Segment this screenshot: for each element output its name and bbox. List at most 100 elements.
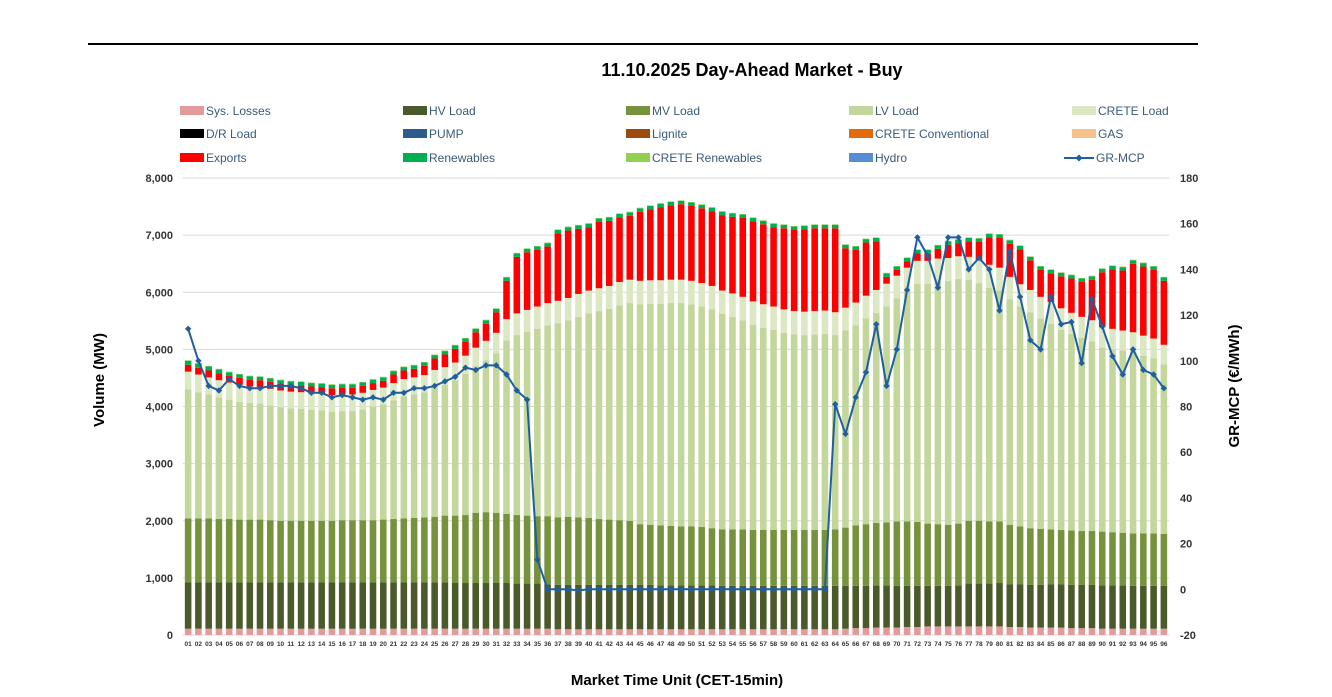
bar-segment: [390, 400, 397, 520]
bar-segment: [718, 585, 726, 630]
bar-stack: [688, 201, 695, 635]
bar-segment: [441, 582, 449, 629]
mcp-marker: [914, 234, 921, 241]
x-tick-label: 49: [678, 641, 686, 648]
bar-segment: [236, 377, 243, 385]
bar-stack: [400, 366, 408, 635]
bar-segment: [667, 201, 675, 206]
bar-segment: [328, 384, 336, 389]
bar-segment: [441, 384, 449, 516]
x-tick-label: 44: [626, 641, 634, 648]
bar-segment: [1047, 529, 1055, 585]
bar-segment: [338, 384, 346, 388]
bar-segment: [462, 628, 469, 635]
bar-segment: [523, 252, 531, 310]
bar-segment: [554, 233, 562, 301]
bar-segment: [667, 279, 675, 304]
bar-segment: [996, 234, 1003, 238]
bar-segment: [821, 333, 829, 530]
bar-segment: [688, 201, 695, 203]
mcp-marker: [308, 389, 315, 396]
bar-segment: [379, 582, 387, 629]
bar-segment: [400, 370, 408, 380]
bar-segment: [698, 283, 705, 307]
bar-segment: [246, 628, 254, 635]
bar-segment: [215, 369, 223, 374]
mcp-marker: [1109, 353, 1116, 360]
bar-segment: [564, 230, 572, 298]
bar-segment: [924, 260, 931, 284]
x-tick-label: 45: [636, 641, 644, 648]
bar-segment: [842, 244, 849, 249]
bar-segment: [215, 582, 223, 629]
bar-segment: [1047, 273, 1055, 302]
x-tick-label: 50: [688, 641, 696, 648]
bar-segment: [1057, 272, 1065, 277]
mcp-marker: [708, 586, 716, 593]
bar-segment: [965, 626, 972, 635]
bar-segment: [431, 354, 438, 356]
bar-segment: [872, 312, 880, 524]
bar-segment: [698, 204, 705, 205]
bar-segment: [287, 391, 295, 409]
bar-segment: [893, 275, 901, 299]
bar-segment: [441, 351, 449, 355]
bar-segment: [225, 399, 233, 520]
legend-item: GAS: [1072, 127, 1123, 141]
bar-segment: [914, 253, 921, 261]
bar-segment: [718, 215, 726, 291]
bar-stack: [195, 363, 202, 635]
bar-segment: [308, 382, 315, 384]
bar-stack: [616, 213, 623, 635]
bar-segment: [811, 311, 818, 335]
bar-segment: [462, 373, 469, 516]
bar-segment: [708, 285, 716, 310]
y-axis-title: Volume (MW): [91, 333, 108, 427]
bar-segment: [1140, 266, 1147, 336]
bar-segment: [205, 518, 212, 583]
x-tick-label: 83: [1027, 641, 1035, 648]
x-tick-label: 20: [380, 641, 388, 648]
bar-segment: [441, 515, 449, 583]
mcp-marker: [1150, 371, 1157, 378]
bar-segment: [985, 233, 993, 238]
bar-segment: [513, 628, 521, 635]
bar-segment: [647, 205, 654, 210]
bar-segment: [308, 520, 315, 583]
legend-swatch: [403, 129, 427, 138]
bar-stack: [893, 265, 901, 635]
mcp-marker: [215, 387, 223, 394]
bar-stack: [760, 220, 767, 635]
x-tick-label: 56: [749, 641, 757, 648]
bar-segment: [698, 204, 705, 209]
bar-segment: [410, 517, 418, 583]
bar-segment: [1098, 531, 1106, 586]
bar-stack: [914, 249, 921, 635]
bar-segment: [955, 279, 962, 524]
bar-segment: [1129, 259, 1137, 261]
bar-segment: [400, 367, 408, 371]
bar-segment: [842, 330, 849, 528]
mcp-marker: [462, 364, 469, 371]
bar-segment: [287, 628, 295, 635]
mcp-marker: [698, 586, 705, 593]
bar-segment: [554, 300, 562, 324]
x-tick-label: 64: [832, 641, 840, 648]
bar-segment: [934, 248, 942, 259]
bar-segment: [534, 583, 541, 629]
bar-segment: [739, 217, 747, 297]
bar-segment: [842, 628, 849, 635]
bar-segment: [400, 582, 408, 629]
bar-segment: [1129, 352, 1137, 534]
legend-item: Renewables: [403, 151, 495, 165]
bar-segment: [410, 628, 418, 635]
bar-segment: [914, 283, 921, 522]
x-tick-label: 28: [462, 641, 470, 648]
mcp-marker: [1006, 247, 1014, 255]
x-tick-label: 67: [862, 641, 870, 648]
bar-segment: [985, 521, 993, 584]
bar-segment: [749, 221, 757, 302]
bar-segment: [349, 387, 356, 395]
bar-segment: [575, 316, 582, 518]
bar-segment: [575, 584, 582, 630]
